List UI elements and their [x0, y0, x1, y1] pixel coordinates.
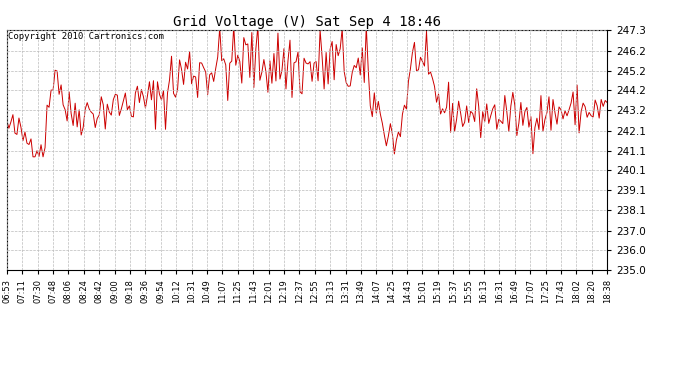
- Text: Copyright 2010 Cartronics.com: Copyright 2010 Cartronics.com: [8, 32, 164, 41]
- Title: Grid Voltage (V) Sat Sep 4 18:46: Grid Voltage (V) Sat Sep 4 18:46: [173, 15, 441, 29]
